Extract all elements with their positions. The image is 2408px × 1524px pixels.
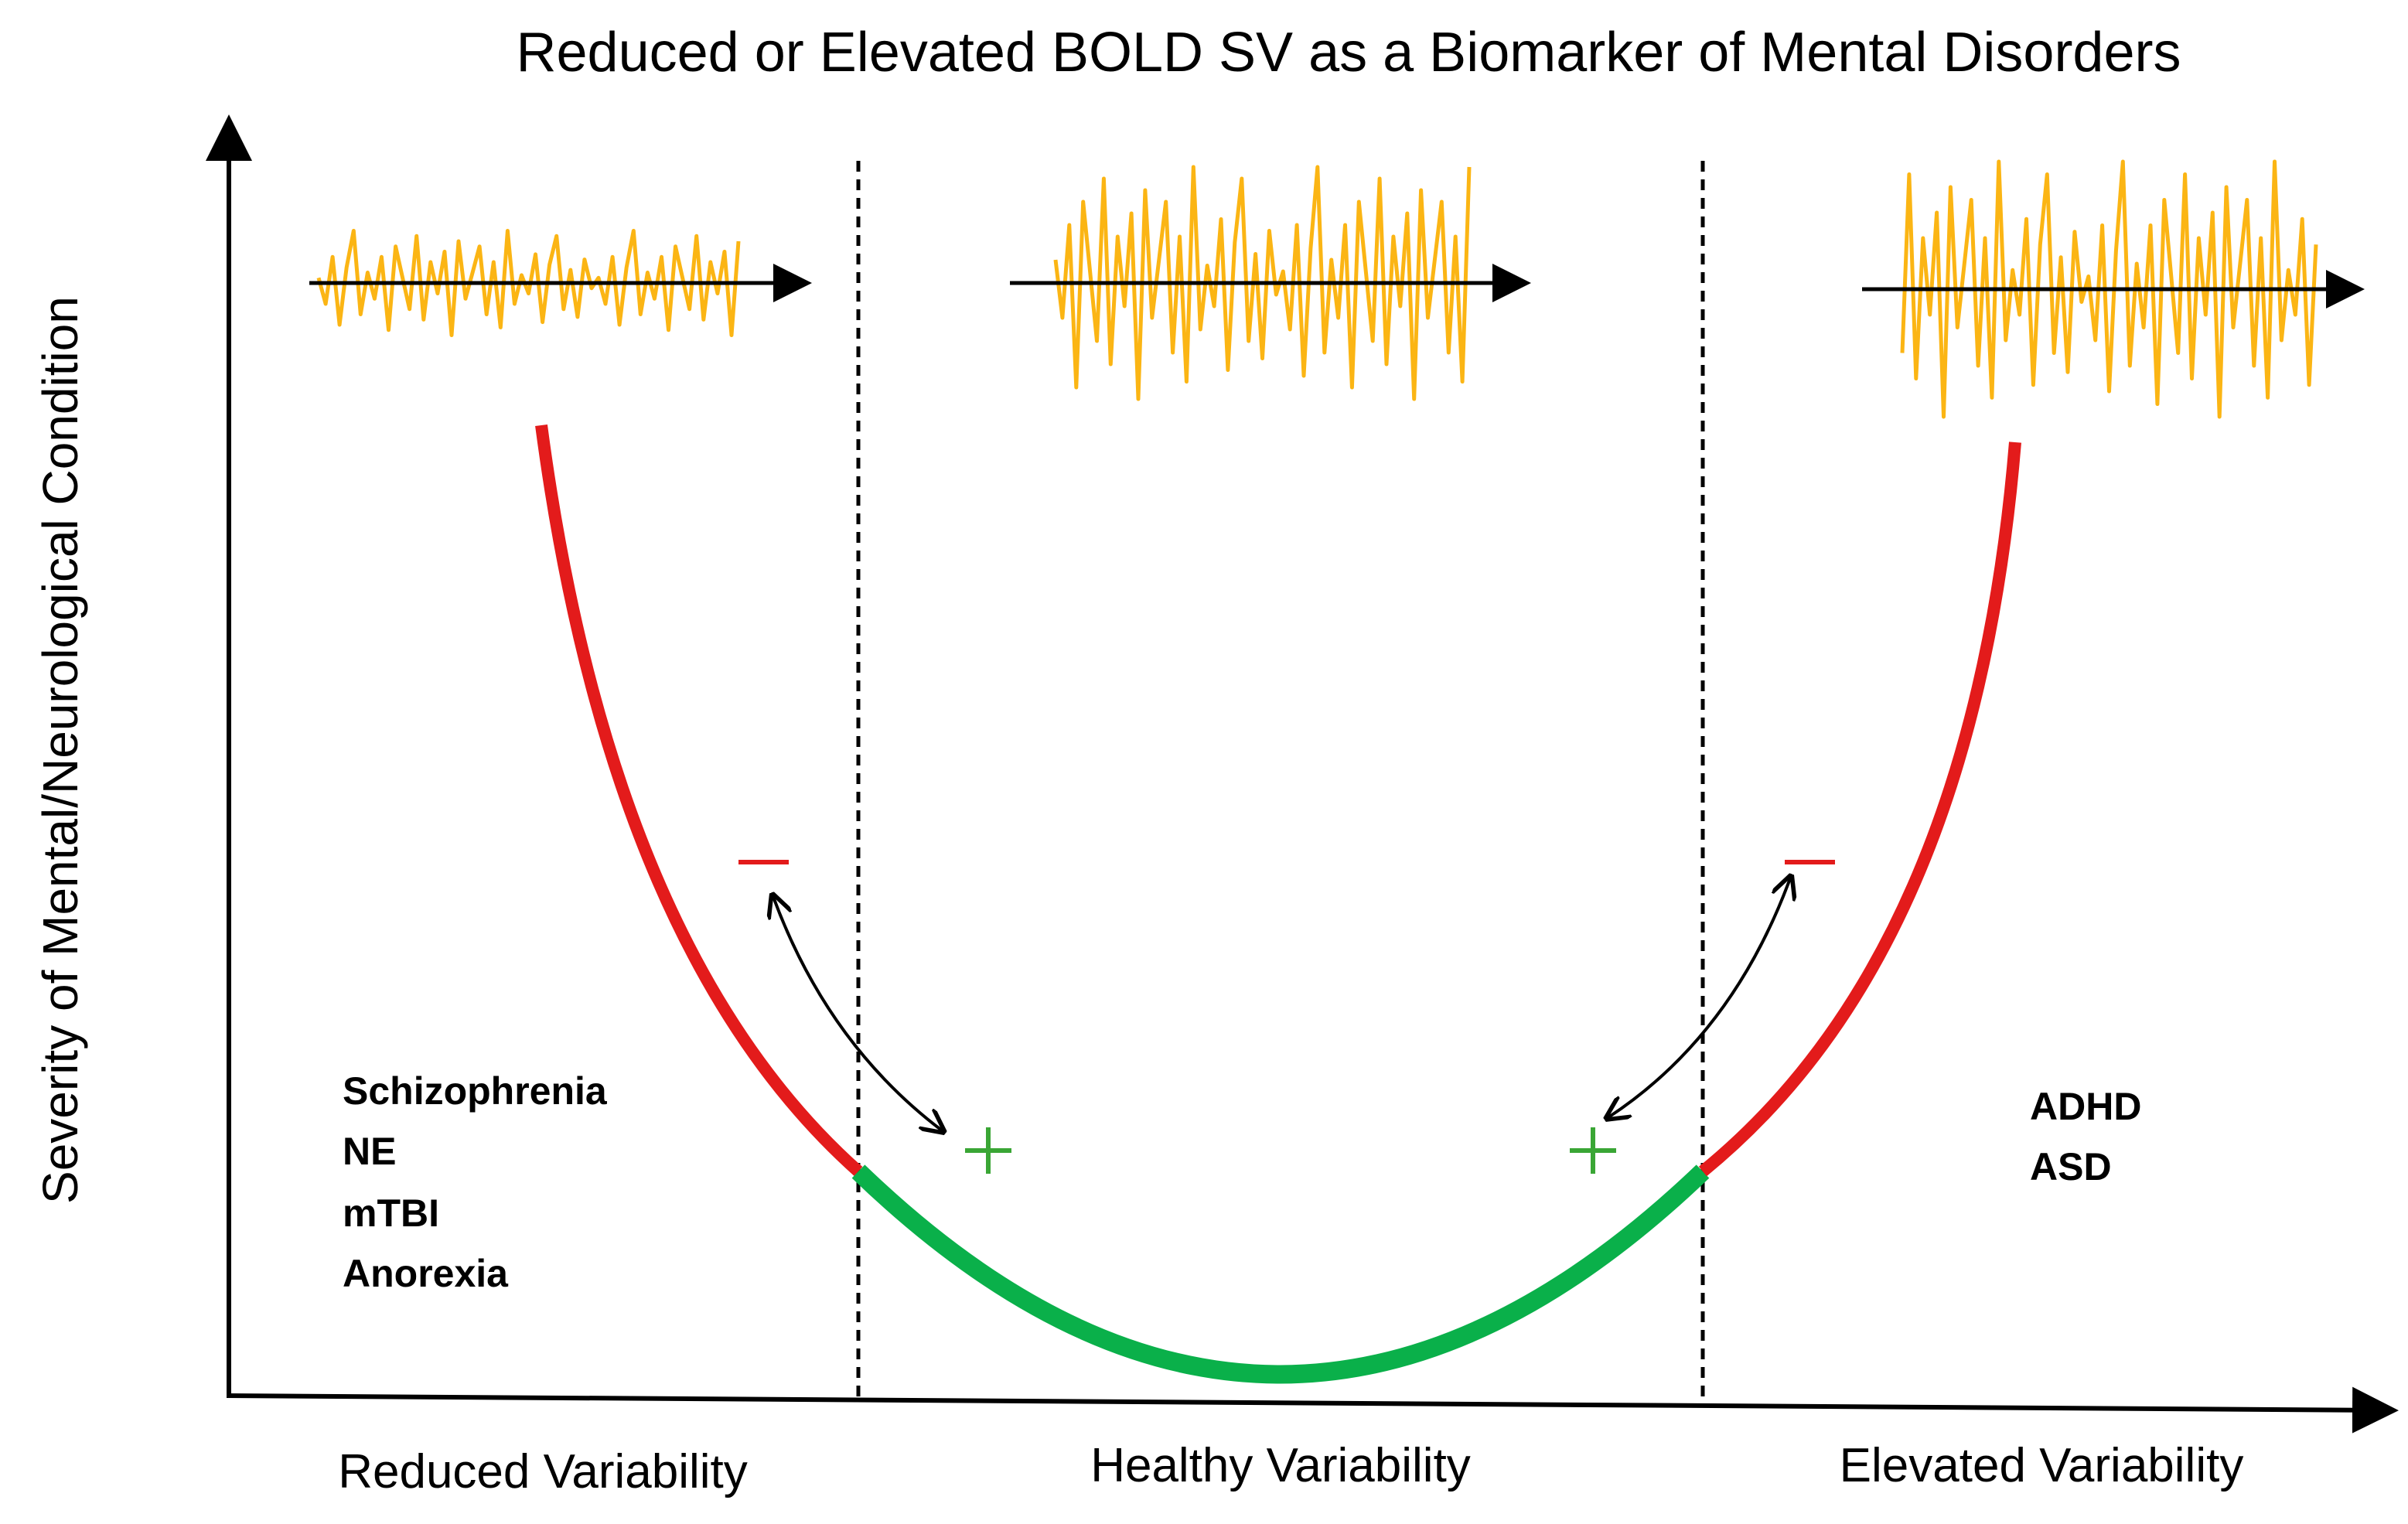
reduced-variability-signal [309, 229, 812, 337]
region-label-healthy: Healthy Variability [1090, 1439, 1471, 1492]
right-plus-sign [1570, 1127, 1616, 1174]
disorder-schizophrenia: Schizophrenia [343, 1069, 608, 1113]
healthy-range-curve [851, 1164, 1710, 1384]
right-pathological-curve [1698, 442, 2021, 1177]
disorder-adhd: ADHD [2030, 1085, 2141, 1128]
region-label-reduced: Reduced Variability [338, 1445, 748, 1498]
disorder-ne: NE [343, 1130, 396, 1173]
diagram-title: Reduced or Elevated BOLD SV as a Biomark… [517, 22, 2181, 84]
disorder-asd: ASD [2030, 1145, 2112, 1188]
left-plus-sign [965, 1127, 1011, 1174]
elevated-variability-signal [1862, 159, 2365, 419]
left-pathological-curve [535, 424, 863, 1176]
disorder-mtbi: mTBI [343, 1192, 439, 1235]
disorder-anorexia: Anorexia [343, 1252, 509, 1295]
left-transition-arrow [773, 897, 942, 1130]
healthy-variability-signal [1010, 165, 1531, 401]
y-axis-label: Severity of Mental/Neurological Conditio… [32, 296, 88, 1204]
elevated-signal-trace [1900, 159, 2318, 419]
elevated-variability-disorders: ADHD ASD [2030, 1085, 2141, 1188]
reduced-variability-disorders: Schizophrenia NE mTBI Anorexia [343, 1069, 608, 1295]
healthy-signal-trace [1053, 165, 1472, 401]
right-transition-arrow [1608, 878, 1790, 1117]
x-axis [226, 1386, 2399, 1434]
reduced-signal-trace [316, 229, 741, 337]
region-label-elevated: Elevated Variability [1840, 1439, 2244, 1492]
